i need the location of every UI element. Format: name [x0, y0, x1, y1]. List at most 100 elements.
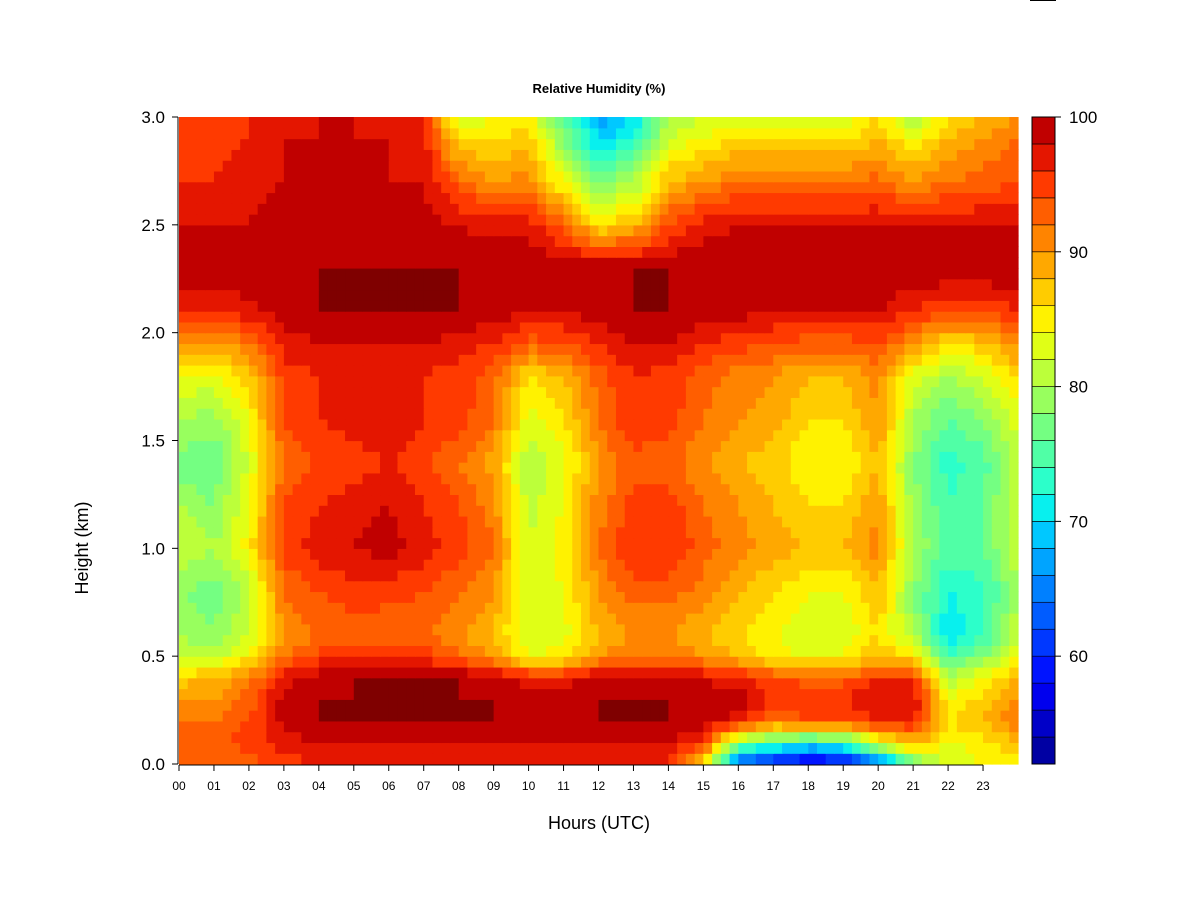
heatmap-cell — [362, 688, 372, 700]
heatmap-cell — [825, 257, 836, 269]
heatmap-cell — [642, 365, 652, 377]
heatmap-cell — [974, 429, 984, 442]
heatmap-cell — [449, 386, 460, 398]
heatmap-cell — [353, 623, 364, 636]
heatmap-cell — [353, 656, 364, 668]
heatmap-cell — [388, 311, 399, 323]
heatmap-cell — [353, 731, 364, 744]
heatmap-cell — [904, 440, 914, 452]
heatmap-cell — [266, 440, 276, 452]
heatmap-cell — [318, 365, 329, 377]
heatmap-cell — [948, 375, 958, 388]
heatmap-cell — [921, 710, 932, 722]
heatmap-cell — [615, 645, 626, 657]
heatmap-cell — [921, 418, 932, 431]
heatmap-cell — [755, 472, 766, 485]
heatmap-cell — [790, 300, 801, 312]
heatmap-cell — [266, 246, 276, 258]
heatmap-cell — [310, 472, 320, 485]
heatmap-cell — [205, 386, 215, 398]
heatmap-cell — [371, 591, 381, 603]
heatmap-cell — [930, 418, 940, 431]
heatmap-cell — [275, 343, 285, 355]
heatmap-cell — [869, 656, 879, 668]
heatmap-cell — [983, 591, 993, 603]
heatmap-cell — [834, 375, 844, 388]
heatmap-cell — [248, 418, 259, 431]
heatmap-cell — [528, 246, 538, 258]
heatmap-cell — [371, 634, 381, 646]
heatmap-cell — [301, 321, 311, 334]
heatmap-cell — [694, 505, 704, 517]
heatmap-cell — [240, 257, 250, 269]
heatmap-cell — [895, 483, 905, 496]
heatmap-cell — [659, 246, 670, 258]
heatmap-cell — [956, 634, 967, 646]
heatmap-cell — [292, 699, 302, 711]
heatmap-cell — [1000, 731, 1010, 744]
heatmap-cell — [703, 203, 713, 215]
heatmap-cell — [423, 753, 434, 765]
heatmap-cell — [685, 526, 696, 539]
heatmap-cell — [196, 666, 206, 679]
heatmap-cell — [423, 462, 434, 474]
heatmap-cell — [388, 300, 399, 312]
heatmap-cell — [956, 720, 967, 733]
heatmap-cell — [1000, 472, 1010, 485]
heatmap-cell — [546, 731, 556, 744]
heatmap-cell — [773, 634, 783, 646]
heatmap-cell — [310, 462, 320, 474]
heatmap-cell — [449, 267, 460, 280]
heatmap-cell — [860, 462, 871, 474]
heatmap-cell — [449, 548, 460, 560]
heatmap-cell — [991, 278, 1002, 291]
heatmap-cell — [554, 634, 565, 646]
heatmap-cell — [624, 505, 635, 517]
heatmap-cell — [904, 397, 914, 409]
heatmap-cell — [196, 699, 206, 711]
heatmap-cell — [406, 214, 416, 226]
heatmap-cell — [598, 688, 608, 700]
heatmap-cell — [318, 278, 329, 291]
heatmap-cell — [196, 710, 206, 722]
heatmap-cell — [484, 267, 495, 280]
heatmap-cell — [895, 332, 905, 345]
heatmap-cell — [266, 257, 276, 269]
heatmap-cell — [860, 386, 871, 398]
heatmap-cell — [904, 591, 914, 603]
heatmap-cell — [1000, 634, 1010, 646]
heatmap-cell — [878, 699, 888, 711]
heatmap-cell — [327, 742, 337, 754]
heatmap-cell — [1000, 321, 1010, 334]
heatmap-cell — [222, 753, 233, 765]
heatmap-cell — [956, 483, 967, 496]
heatmap-cell — [948, 354, 958, 366]
heatmap-cell — [414, 343, 425, 355]
heatmap-cell — [694, 365, 704, 377]
heatmap-cell — [755, 397, 766, 409]
heatmap-cell — [650, 753, 661, 765]
heatmap-cell — [283, 720, 294, 733]
heatmap-cell — [1009, 688, 1019, 700]
heatmap-cell — [397, 710, 407, 722]
heatmap-cell — [519, 483, 530, 496]
heatmap-cell — [615, 365, 626, 377]
heatmap-cell — [511, 224, 521, 237]
heatmap-cell — [738, 246, 748, 258]
heatmap-cell — [624, 321, 635, 334]
heatmap-cell — [292, 580, 302, 593]
heatmap-cell — [222, 397, 233, 409]
heatmap-cell — [659, 505, 670, 517]
heatmap-cell — [484, 462, 495, 474]
heatmap-cell — [974, 666, 984, 679]
heatmap-cell — [607, 699, 617, 711]
heatmap-cell — [712, 214, 722, 226]
heatmap-cell — [179, 569, 189, 582]
heatmap-cell — [458, 332, 469, 345]
heatmap-cell — [554, 666, 565, 679]
heatmap-cell — [388, 214, 399, 226]
heatmap-cell — [712, 623, 722, 636]
heatmap-cell — [624, 408, 635, 420]
heatmap-cell — [755, 720, 766, 733]
heatmap-cell — [834, 515, 844, 528]
